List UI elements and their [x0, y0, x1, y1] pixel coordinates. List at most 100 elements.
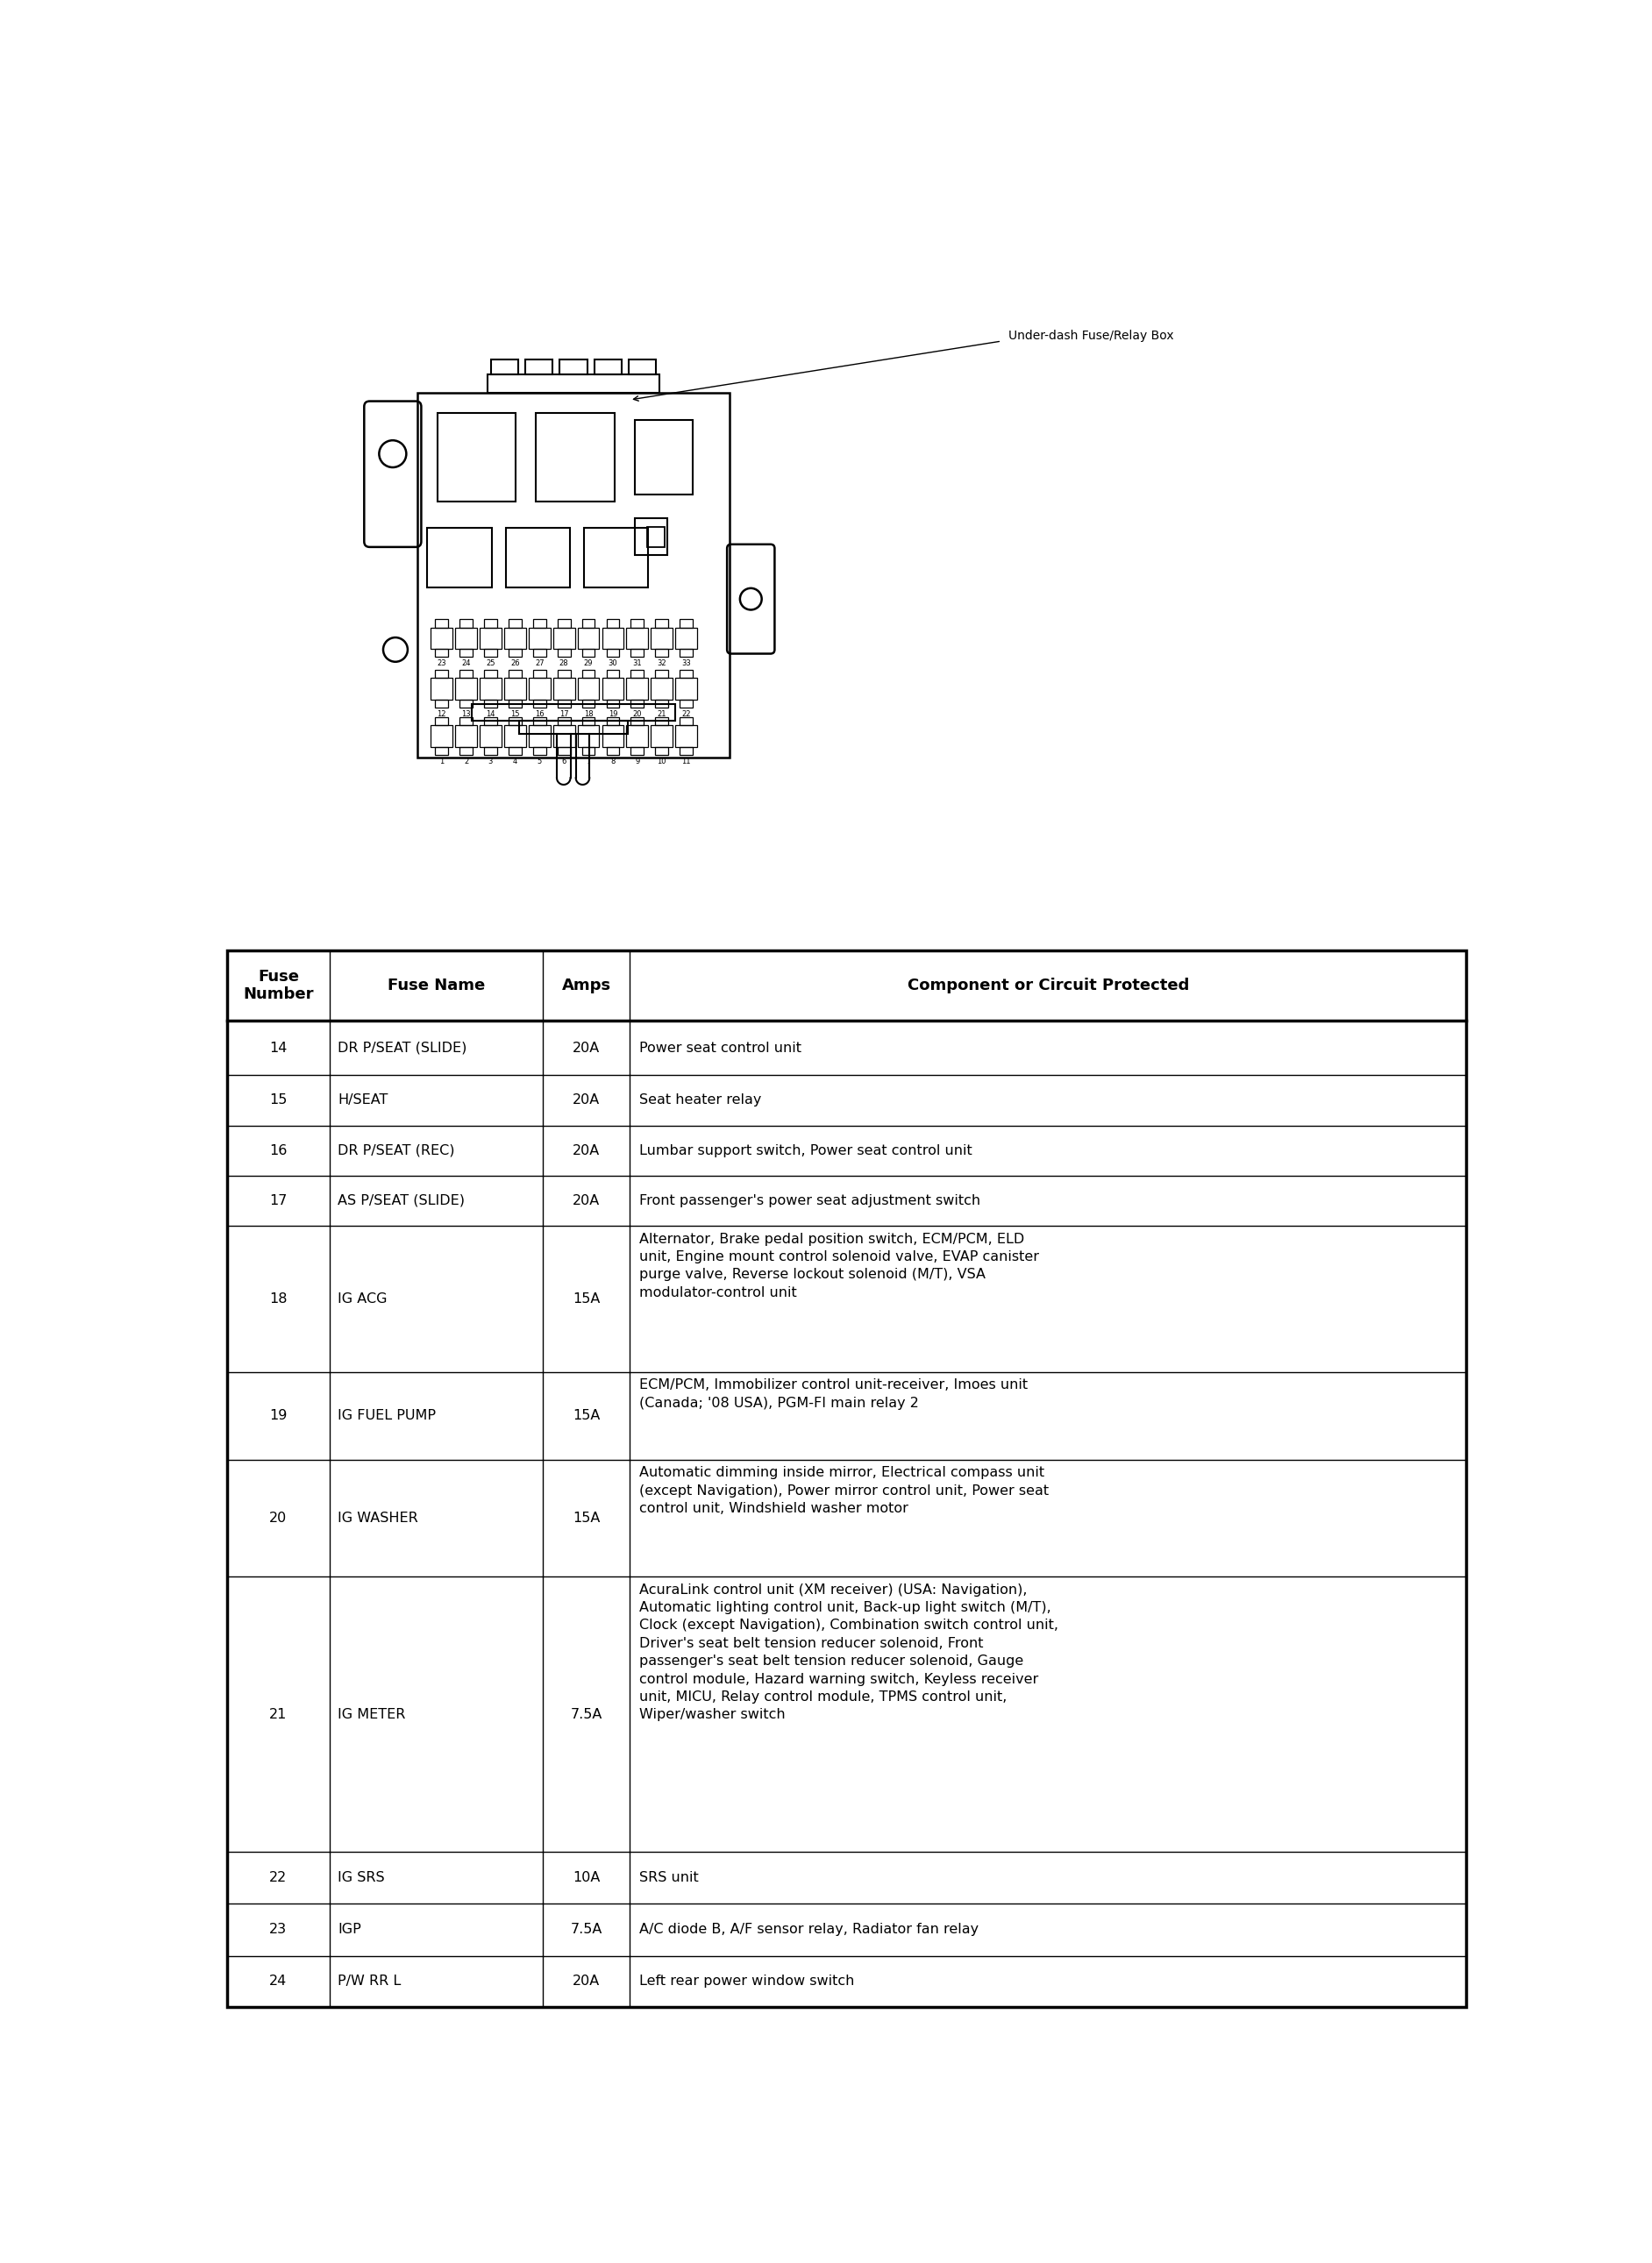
- Bar: [484, 620, 497, 627]
- Bar: [601, 724, 624, 747]
- Bar: [631, 649, 644, 656]
- Bar: [537, 414, 615, 500]
- Bar: [582, 620, 595, 627]
- Text: 17: 17: [269, 1195, 287, 1206]
- Bar: [601, 627, 624, 649]
- Text: P/W RR L: P/W RR L: [339, 1976, 401, 1987]
- Bar: [557, 717, 570, 724]
- Text: 22: 22: [269, 1872, 287, 1885]
- Bar: [676, 627, 697, 649]
- Bar: [679, 699, 692, 708]
- Bar: [582, 670, 595, 679]
- Bar: [525, 360, 553, 373]
- Text: 10A: 10A: [573, 1872, 600, 1885]
- Text: 17: 17: [560, 711, 568, 717]
- Bar: [651, 724, 672, 747]
- Bar: [651, 679, 672, 699]
- Text: 9: 9: [634, 758, 639, 765]
- Bar: [557, 670, 570, 679]
- Bar: [595, 360, 621, 373]
- Text: 1: 1: [439, 758, 444, 765]
- Text: IG ACG: IG ACG: [339, 1292, 388, 1306]
- Text: 16: 16: [535, 711, 544, 717]
- Bar: [626, 724, 648, 747]
- Bar: [509, 747, 522, 756]
- Bar: [679, 670, 692, 679]
- Bar: [534, 699, 547, 708]
- Text: 28: 28: [560, 661, 568, 668]
- Bar: [484, 747, 497, 756]
- Bar: [459, 699, 472, 708]
- Text: 27: 27: [535, 661, 544, 668]
- Text: Component or Circuit Protected: Component or Circuit Protected: [907, 978, 1189, 993]
- Text: 14: 14: [269, 1041, 287, 1055]
- Text: 7: 7: [586, 758, 591, 765]
- Bar: [479, 627, 502, 649]
- Bar: [431, 724, 453, 747]
- Bar: [479, 679, 502, 699]
- Bar: [459, 620, 472, 627]
- Text: 24: 24: [269, 1976, 287, 1987]
- Text: 3: 3: [489, 758, 492, 765]
- Bar: [553, 627, 575, 649]
- Bar: [434, 717, 448, 724]
- Bar: [509, 649, 522, 656]
- Text: 11: 11: [682, 758, 691, 765]
- Text: 8: 8: [611, 758, 615, 765]
- Bar: [626, 627, 648, 649]
- Bar: [631, 699, 644, 708]
- Bar: [679, 717, 692, 724]
- Text: IG FUEL PUMP: IG FUEL PUMP: [339, 1410, 436, 1421]
- Text: AS P/SEAT (SLIDE): AS P/SEAT (SLIDE): [339, 1195, 466, 1206]
- Text: 21: 21: [269, 1709, 287, 1720]
- Text: Alternator, Brake pedal position switch, ECM/PCM, ELD
unit, Engine mount control: Alternator, Brake pedal position switch,…: [639, 1233, 1039, 1299]
- Text: A/C diode B, A/F sensor relay, Radiator fan relay: A/C diode B, A/F sensor relay, Radiator …: [639, 1924, 978, 1937]
- Text: 20A: 20A: [573, 1041, 600, 1055]
- Text: 16: 16: [269, 1143, 287, 1156]
- Text: Front passenger's power seat adjustment switch: Front passenger's power seat adjustment …: [639, 1195, 980, 1206]
- Bar: [431, 627, 453, 649]
- Text: Fuse
Number: Fuse Number: [243, 969, 314, 1003]
- Bar: [631, 620, 644, 627]
- Bar: [534, 649, 547, 656]
- Bar: [651, 627, 672, 649]
- Text: 30: 30: [608, 661, 618, 668]
- Bar: [487, 373, 659, 394]
- Bar: [656, 620, 669, 627]
- Text: IG WASHER: IG WASHER: [339, 1512, 418, 1525]
- Bar: [434, 699, 448, 708]
- Text: 15A: 15A: [573, 1512, 600, 1525]
- Text: 5: 5: [537, 758, 542, 765]
- Bar: [509, 699, 522, 708]
- Bar: [434, 649, 448, 656]
- Text: DR P/SEAT (SLIDE): DR P/SEAT (SLIDE): [339, 1041, 468, 1055]
- Text: 22: 22: [682, 711, 691, 717]
- Bar: [509, 670, 522, 679]
- Bar: [456, 724, 477, 747]
- Bar: [484, 717, 497, 724]
- Bar: [484, 670, 497, 679]
- Text: 15A: 15A: [573, 1410, 600, 1421]
- Bar: [582, 699, 595, 708]
- Bar: [456, 627, 477, 649]
- Text: IGP: IGP: [339, 1924, 362, 1937]
- Bar: [456, 679, 477, 699]
- Bar: [534, 620, 547, 627]
- Text: Left rear power window switch: Left rear power window switch: [639, 1976, 854, 1987]
- Bar: [534, 747, 547, 756]
- Text: 15: 15: [269, 1093, 287, 1107]
- Text: 32: 32: [657, 661, 666, 668]
- Bar: [557, 649, 570, 656]
- Bar: [631, 747, 644, 756]
- Bar: [434, 747, 448, 756]
- Bar: [656, 649, 669, 656]
- Text: 33: 33: [682, 661, 691, 668]
- Bar: [628, 360, 656, 373]
- Text: Under-dash Fuse/Relay Box: Under-dash Fuse/Relay Box: [1008, 330, 1175, 342]
- Bar: [504, 724, 525, 747]
- Bar: [459, 670, 472, 679]
- Text: 24: 24: [461, 661, 471, 668]
- Bar: [506, 527, 570, 588]
- Text: Fuse Name: Fuse Name: [388, 978, 486, 993]
- Text: 20A: 20A: [573, 1143, 600, 1156]
